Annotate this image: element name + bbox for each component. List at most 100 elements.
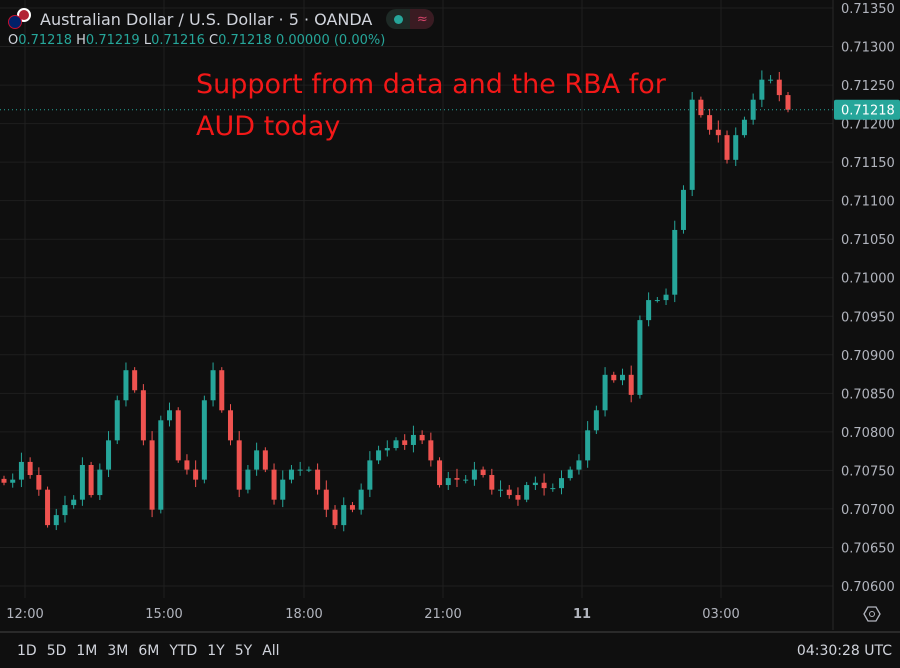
candle-body: [733, 135, 739, 160]
candle-body: [550, 488, 556, 490]
candle-body: [419, 434, 425, 441]
range-all[interactable]: All: [262, 642, 280, 659]
candle-body: [158, 420, 164, 510]
close-value: 0.71218: [218, 33, 272, 48]
range-selector: 1D 5D 1M 3M 6M YTD 1Y 5Y All: [12, 643, 285, 659]
price-tick-label: 0.71200: [841, 118, 895, 133]
last-price-badge: [834, 99, 900, 120]
price-tick-label: 0.71000: [841, 272, 895, 287]
price-tick-label: 0.70900: [841, 349, 895, 364]
candle-body: [768, 79, 774, 81]
range-ytd[interactable]: YTD: [169, 642, 198, 659]
candle-body: [71, 499, 77, 506]
market-status[interactable]: ≈: [386, 9, 435, 29]
range-1m[interactable]: 1M: [76, 642, 98, 659]
candle-body: [750, 99, 756, 120]
candle-body: [193, 469, 199, 480]
candle-body: [114, 400, 120, 441]
candle-body: [428, 440, 434, 461]
candle-body: [315, 469, 321, 490]
price-tick-label: 0.70800: [841, 426, 895, 441]
candle-body: [88, 465, 94, 496]
price-tick-label: 0.70950: [841, 310, 895, 325]
candle-body: [402, 440, 408, 445]
candle-body: [611, 374, 617, 381]
price-tick-label: 0.70850: [841, 387, 895, 402]
price-tick-label: 0.71350: [841, 2, 895, 17]
price-chart[interactable]: 0.71350 0.71300 0.71250 0.71200 0.71150 0.711…: [0, 0, 900, 630]
candle-body: [254, 450, 260, 470]
candle-body: [332, 509, 338, 526]
candle-body: [471, 469, 477, 480]
candle-body: [654, 300, 660, 302]
candle-body: [785, 95, 791, 110]
candle-body: [524, 485, 530, 500]
candle-body: [288, 469, 294, 480]
candle-body: [515, 495, 521, 500]
candle-body: [741, 119, 747, 136]
candle-body: [532, 482, 538, 486]
open-value: 0.71218: [18, 33, 72, 48]
range-5y[interactable]: 5Y: [234, 642, 253, 659]
candle-body: [689, 99, 695, 190]
candle-body: [271, 469, 277, 500]
time-tick-label: 21:00: [424, 607, 461, 622]
range-6m[interactable]: 6M: [138, 642, 160, 659]
candle-body: [593, 410, 599, 431]
candle-body: [358, 489, 364, 510]
candle-body: [10, 479, 16, 483]
candle-body: [445, 478, 451, 486]
candle-body: [480, 469, 486, 476]
candle-body: [297, 469, 303, 471]
candle-body: [27, 461, 33, 476]
candle-body: [367, 460, 373, 490]
price-tick-label: 0.70650: [841, 541, 895, 556]
candle-body: [149, 440, 155, 510]
candle-body: [18, 461, 24, 480]
annotation-line: Support from data and the RBA for: [196, 69, 666, 100]
candle-body: [245, 469, 251, 490]
candle-body: [646, 300, 652, 321]
candle-body: [140, 390, 146, 441]
candle-body: [585, 430, 591, 461]
candle-body: [210, 370, 216, 401]
candle-body: [724, 135, 730, 160]
range-1d[interactable]: 1D: [17, 642, 37, 659]
utc-clock[interactable]: 04:30:28 UTC: [796, 642, 892, 659]
candle-body: [498, 489, 504, 491]
candle-body: [45, 489, 51, 526]
range-5d[interactable]: 5D: [46, 642, 67, 659]
symbol-title[interactable]: Australian Dollar / U.S. Dollar · 5 · OA…: [40, 9, 373, 29]
candle-body: [167, 410, 173, 421]
candle-body: [463, 479, 469, 481]
candle-body: [776, 79, 782, 96]
candle-body: [306, 469, 312, 471]
time-tick-label: 15:00: [145, 607, 182, 622]
settings-icon[interactable]: [863, 606, 881, 622]
candle-body: [489, 475, 495, 490]
candle-body: [262, 450, 268, 470]
candle-body: [576, 460, 582, 470]
candle-body: [619, 374, 625, 381]
time-tick-label: 03:00: [702, 607, 739, 622]
settings-icon-center: [869, 611, 875, 617]
close-label: C: [208, 33, 219, 48]
price-tick-label: 0.70750: [841, 464, 895, 479]
range-3m[interactable]: 3M: [107, 642, 129, 659]
candle-body: [559, 478, 565, 489]
ohlc-values: O0.71218 H0.71219 L0.71216 C0.71218 0.00…: [8, 33, 434, 48]
candle-body: [628, 374, 634, 395]
candle-body: [698, 99, 704, 116]
price-tick-label: 0.70700: [841, 503, 895, 518]
time-tick-label: 18:00: [285, 607, 322, 622]
candle-body: [567, 469, 573, 479]
candle-body: [393, 440, 399, 449]
candle-body: [663, 294, 669, 301]
range-1y[interactable]: 1Y: [207, 642, 225, 659]
low-value: 0.71216: [151, 33, 205, 48]
open-label: O: [8, 33, 19, 48]
price-tick-label: 0.71100: [841, 195, 895, 210]
candle-body: [376, 450, 382, 461]
candle-body: [341, 505, 347, 526]
price-tick-label: 0.71050: [841, 233, 895, 248]
